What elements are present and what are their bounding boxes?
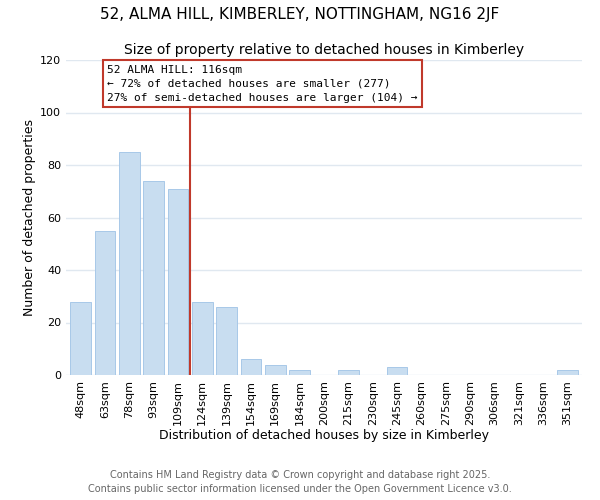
Text: 52 ALMA HILL: 116sqm
← 72% of detached houses are smaller (277)
27% of semi-deta: 52 ALMA HILL: 116sqm ← 72% of detached h… — [107, 64, 418, 102]
Bar — [386, 367, 407, 375]
Text: 52, ALMA HILL, KIMBERLEY, NOTTINGHAM, NG16 2JF: 52, ALMA HILL, KIMBERLEY, NOTTINGHAM, NG… — [100, 8, 500, 22]
Bar — [143, 180, 164, 375]
Y-axis label: Number of detached properties: Number of detached properties — [23, 119, 36, 316]
Bar — [338, 370, 359, 375]
Bar — [70, 302, 91, 375]
Bar — [167, 188, 188, 375]
Title: Size of property relative to detached houses in Kimberley: Size of property relative to detached ho… — [124, 44, 524, 58]
Bar — [192, 302, 212, 375]
Bar — [95, 230, 115, 375]
Bar — [119, 152, 140, 375]
Text: Contains HM Land Registry data © Crown copyright and database right 2025.
Contai: Contains HM Land Registry data © Crown c… — [88, 470, 512, 494]
Bar — [265, 364, 286, 375]
X-axis label: Distribution of detached houses by size in Kimberley: Distribution of detached houses by size … — [159, 429, 489, 442]
Bar — [216, 306, 237, 375]
Bar — [557, 370, 578, 375]
Bar — [289, 370, 310, 375]
Bar — [241, 359, 262, 375]
